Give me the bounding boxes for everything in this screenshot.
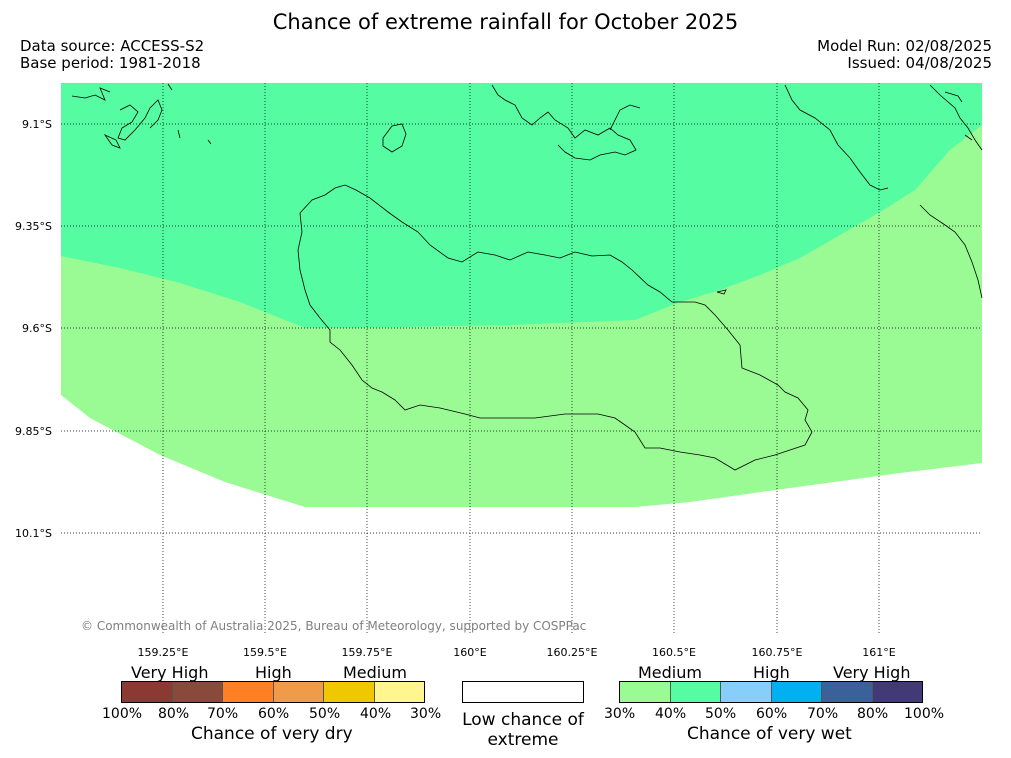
lon-label: 160.75°E bbox=[752, 646, 803, 659]
lon-label: 160.25°E bbox=[547, 646, 598, 659]
islands-northeast bbox=[784, 84, 983, 299]
wet-swatch bbox=[871, 682, 922, 702]
dry-swatch bbox=[373, 682, 424, 702]
dry-category-medium: Medium bbox=[343, 663, 407, 682]
lat-label: 10.1°S bbox=[15, 527, 52, 540]
lat-label: 9.1°S bbox=[22, 118, 52, 131]
dry-tick: 60% bbox=[258, 706, 290, 722]
issued-text: Issued: 04/08/2025 bbox=[847, 54, 992, 72]
lat-label: 9.6°S bbox=[22, 322, 52, 335]
region-wet-40-50 bbox=[61, 83, 982, 328]
dry-swatch bbox=[171, 682, 222, 702]
lon-labels: 159.25°E 159.5°E 159.75°E 160°E 160.25°E… bbox=[138, 646, 896, 659]
dry-tick: 50% bbox=[309, 706, 341, 722]
wet-swatch bbox=[770, 682, 821, 702]
model-run-text: Model Run: 02/08/2025 bbox=[817, 37, 992, 55]
wet-swatch bbox=[620, 682, 670, 702]
wet-tick: 100% bbox=[904, 706, 945, 722]
dry-swatch bbox=[272, 682, 323, 702]
lat-label: 9.35°S bbox=[15, 220, 52, 233]
wet-category-high: High bbox=[753, 663, 790, 682]
base-period-text: Base period: 1981-2018 bbox=[20, 54, 201, 72]
lon-label: 159.75°E bbox=[342, 646, 393, 659]
dry-tick: 100% bbox=[102, 706, 143, 722]
low-chance-swatch bbox=[462, 681, 584, 703]
wet-category-very-high: Very High bbox=[833, 663, 911, 682]
wet-tick: 40% bbox=[655, 706, 687, 722]
data-source-text: Data source: ACCESS-S2 bbox=[20, 37, 205, 55]
wet-tick: 50% bbox=[705, 706, 737, 722]
lat-label: 9.85°S bbox=[15, 425, 52, 438]
wet-colorbar bbox=[619, 681, 923, 703]
island-small-1 bbox=[382, 123, 407, 153]
wet-category-medium: Medium bbox=[638, 663, 702, 682]
lon-label: 159.25°E bbox=[138, 646, 189, 659]
source-info: Data source: ACCESS-S2 Base period: 1981… bbox=[20, 38, 204, 72]
wet-tick: 70% bbox=[807, 706, 839, 722]
dry-legend-label: Chance of very dry bbox=[191, 724, 353, 744]
guadalcanal-coast bbox=[297, 184, 813, 471]
dry-category-high: High bbox=[255, 663, 292, 682]
lon-label: 161°E bbox=[862, 646, 895, 659]
dry-swatch bbox=[122, 682, 172, 702]
islet-mid bbox=[716, 289, 727, 295]
graticule bbox=[61, 83, 982, 635]
wet-tick: 30% bbox=[604, 706, 636, 722]
dry-swatch bbox=[222, 682, 273, 702]
lon-label: 160.5°E bbox=[652, 646, 696, 659]
lon-label: 159.5°E bbox=[243, 646, 287, 659]
lat-labels: 9.1°S 9.35°S 9.6°S 9.85°S 10.1°S bbox=[15, 118, 52, 540]
wet-tick: 60% bbox=[756, 706, 788, 722]
run-info: Model Run: 02/08/2025 Issued: 04/08/2025 bbox=[817, 38, 992, 72]
wet-tick: 80% bbox=[857, 706, 889, 722]
map-title: Chance of extreme rainfall for October 2… bbox=[272, 10, 739, 34]
islands-north-central bbox=[491, 84, 641, 161]
wet-swatch bbox=[821, 682, 872, 702]
dry-tick: 80% bbox=[158, 706, 190, 722]
coastlines bbox=[71, 83, 983, 471]
dry-category-very-high: Very High bbox=[131, 663, 209, 682]
copyright-text: © Commonwealth of Australia 2025, Bureau… bbox=[81, 619, 587, 633]
dry-tick: 30% bbox=[410, 706, 442, 722]
wet-swatch bbox=[720, 682, 771, 702]
wet-swatch bbox=[669, 682, 720, 702]
islands-northwest bbox=[71, 83, 212, 149]
dry-swatch bbox=[323, 682, 374, 702]
dry-tick: 70% bbox=[207, 706, 239, 722]
dry-colorbar bbox=[121, 681, 425, 703]
lon-label: 160°E bbox=[453, 646, 486, 659]
wet-legend-label: Chance of very wet bbox=[687, 724, 852, 744]
dry-tick: 40% bbox=[360, 706, 392, 722]
low-chance-label: Low chance of extreme bbox=[462, 710, 584, 750]
